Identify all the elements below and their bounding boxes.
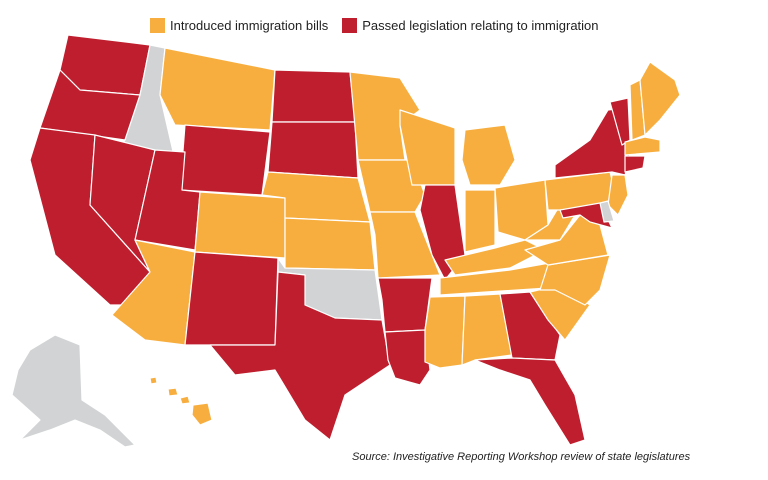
state-ar	[377, 277, 433, 333]
state-fl	[474, 357, 586, 446]
state-sd	[267, 121, 359, 179]
state-ak	[11, 334, 136, 448]
state-ms	[424, 295, 466, 369]
state-ma	[624, 136, 661, 156]
state-nm	[184, 251, 279, 346]
state-mi	[461, 124, 516, 186]
legend-label-introduced: Introduced immigration bills	[170, 18, 329, 33]
state-ct	[624, 155, 646, 173]
state-nj	[607, 174, 629, 216]
state-me	[639, 61, 681, 136]
legend-item-introduced: Introduced immigration bills	[150, 18, 328, 33]
state-la	[384, 329, 431, 386]
state-al	[461, 293, 513, 366]
state-ks	[284, 217, 376, 271]
legend-item-passed: Passed legislation relating to immigrati…	[342, 18, 599, 33]
state-in	[464, 189, 496, 253]
state-hi	[149, 376, 213, 426]
state-vt	[609, 97, 631, 146]
state-de	[599, 200, 615, 223]
state-co	[194, 191, 286, 259]
state-wy	[179, 124, 271, 196]
state-nc	[539, 254, 611, 306]
source-note: Source: Investigative Reporting Workshop…	[352, 451, 691, 463]
map-legend: Introduced immigration bills Passed legi…	[150, 18, 607, 33]
legend-swatch-introduced	[150, 18, 165, 33]
state-ga	[499, 291, 561, 361]
state-nd	[271, 69, 356, 123]
legend-label-passed: Passed legislation relating to immigrati…	[362, 18, 599, 33]
state-mt	[159, 47, 276, 131]
legend-swatch-passed	[342, 18, 358, 33]
state-tx	[209, 271, 391, 441]
state-ia	[357, 159, 426, 213]
state-mo	[369, 211, 441, 279]
